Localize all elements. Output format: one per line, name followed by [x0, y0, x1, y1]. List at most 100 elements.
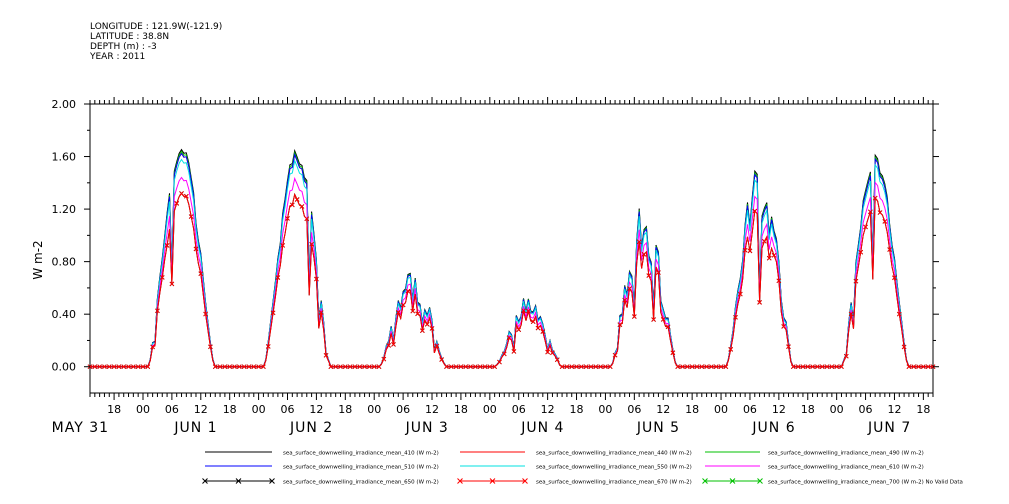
data-point-marker	[121, 364, 127, 370]
data-point-marker	[882, 219, 888, 224]
x-day-label: JUN 3	[405, 420, 449, 436]
data-point-marker	[304, 216, 310, 222]
x-hour-label: 18	[570, 403, 584, 416]
data-point-marker	[766, 255, 772, 261]
data-point-marker	[237, 364, 242, 370]
data-point-marker	[439, 357, 444, 362]
plot-border	[89, 103, 934, 394]
data-point-marker	[198, 271, 204, 276]
data-point-marker	[458, 364, 464, 370]
data-point-marker	[737, 291, 743, 297]
data-point-marker	[212, 364, 218, 370]
x-axis: 18 00 06 12 18 00 06 12 18 00 06 12 18 00 06 12 18 00 06 12…	[52, 97, 934, 436]
data-point-marker	[877, 210, 883, 215]
x-hour-label: 12	[656, 403, 670, 416]
data-point-marker	[285, 216, 290, 221]
legend-label: sea_surface_downwelling_irradiance_mean_…	[283, 480, 439, 486]
data-point-marker	[318, 310, 324, 315]
data-point-marker	[892, 275, 897, 281]
data-point-marker	[786, 344, 791, 349]
x-hour-label: 12	[309, 403, 323, 416]
data-point-marker	[92, 364, 98, 370]
legend-label: sea_surface_downwelling_irradiance_mean_…	[536, 451, 692, 457]
data-point-marker	[660, 317, 666, 322]
data-point-marker	[622, 297, 628, 303]
data-point-marker	[559, 364, 565, 370]
legend-label: sea_surface_downwelling_irradiance_mean_…	[768, 451, 924, 457]
y-tick-label: 0.40	[52, 308, 77, 321]
data-point-marker	[530, 319, 536, 325]
data-point-marker	[386, 343, 391, 348]
data-point-marker	[429, 326, 435, 331]
data-point-marker	[540, 329, 546, 334]
data-point-marker	[265, 344, 271, 349]
x-hour-label: 00	[598, 403, 612, 416]
x-hour-label: 06	[627, 403, 641, 416]
x-hour-label: 12	[541, 403, 555, 416]
data-point-marker	[733, 315, 738, 320]
data-point-marker	[97, 364, 102, 370]
data-point-marker	[728, 347, 733, 352]
data-point-marker	[872, 195, 878, 201]
data-point-marker	[839, 364, 844, 370]
data-point-marker	[328, 364, 334, 370]
data-point-marker	[843, 353, 849, 359]
data-point-marker	[906, 364, 912, 370]
data-point-marker	[579, 364, 584, 370]
x-day-label: JUN 6	[751, 420, 795, 436]
data-point-marker	[261, 364, 266, 370]
data-point-marker	[815, 364, 820, 370]
data-point-marker	[863, 224, 868, 230]
legend-label: sea_surface_downwelling_irradiance_mean_…	[283, 451, 439, 457]
data-point-marker	[164, 243, 170, 248]
data-point-marker	[641, 252, 647, 257]
data-point-marker	[203, 311, 208, 317]
data-point-marker	[747, 248, 753, 254]
data-point-marker	[848, 311, 854, 317]
data-point-marker	[665, 324, 671, 330]
data-point-marker	[800, 364, 806, 370]
legend-marker	[702, 478, 708, 484]
data-point-marker	[135, 364, 141, 370]
legend-marker	[269, 478, 275, 484]
data-point-marker	[256, 364, 261, 370]
x-hour-label: 00	[830, 403, 844, 416]
data-point-marker	[651, 317, 656, 322]
x-hour-label: 18	[338, 403, 352, 416]
data-point-marker	[762, 239, 767, 244]
longitude-label: LONGITUDE : 121.9W(-121.9)	[90, 22, 223, 32]
y-tick-label: 1.20	[52, 203, 77, 216]
data-point-marker	[790, 364, 796, 370]
data-point-marker	[810, 364, 815, 370]
depth-label: DEPTH (m) : -3	[90, 42, 157, 52]
x-hour-label: 18	[801, 403, 815, 416]
data-point-marker	[246, 364, 252, 370]
data-point-marker	[294, 197, 300, 202]
data-point-marker	[829, 364, 835, 370]
x-hour-label: 06	[396, 403, 410, 416]
x-hour-label: 12	[425, 403, 439, 416]
data-point-marker	[607, 364, 613, 370]
y-tick-label: 0.00	[52, 361, 77, 374]
data-point-marker	[868, 209, 873, 215]
data-point-marker	[781, 324, 786, 329]
data-point-marker	[487, 364, 493, 370]
data-point-marker	[511, 349, 517, 354]
x-hour-label: 00	[252, 403, 266, 416]
legend-label: sea_surface_downwelling_irradiance_mean_…	[536, 465, 692, 471]
data-point-marker	[916, 364, 921, 370]
data-point-marker	[911, 364, 917, 370]
data-point-marker	[179, 191, 184, 196]
data-point-marker	[516, 327, 522, 332]
data-point-marker	[169, 281, 175, 287]
data-point-marker	[497, 359, 502, 365]
data-point-marker	[193, 246, 199, 252]
series-line-4	[90, 158, 933, 368]
series-line-3	[90, 152, 933, 368]
y-axis-label: W m-2	[31, 240, 45, 279]
data-point-marker	[395, 310, 401, 315]
latitude-label: LATITUDE : 38.8N	[90, 32, 170, 42]
data-point-marker	[473, 364, 478, 370]
data-point-marker	[159, 275, 165, 280]
